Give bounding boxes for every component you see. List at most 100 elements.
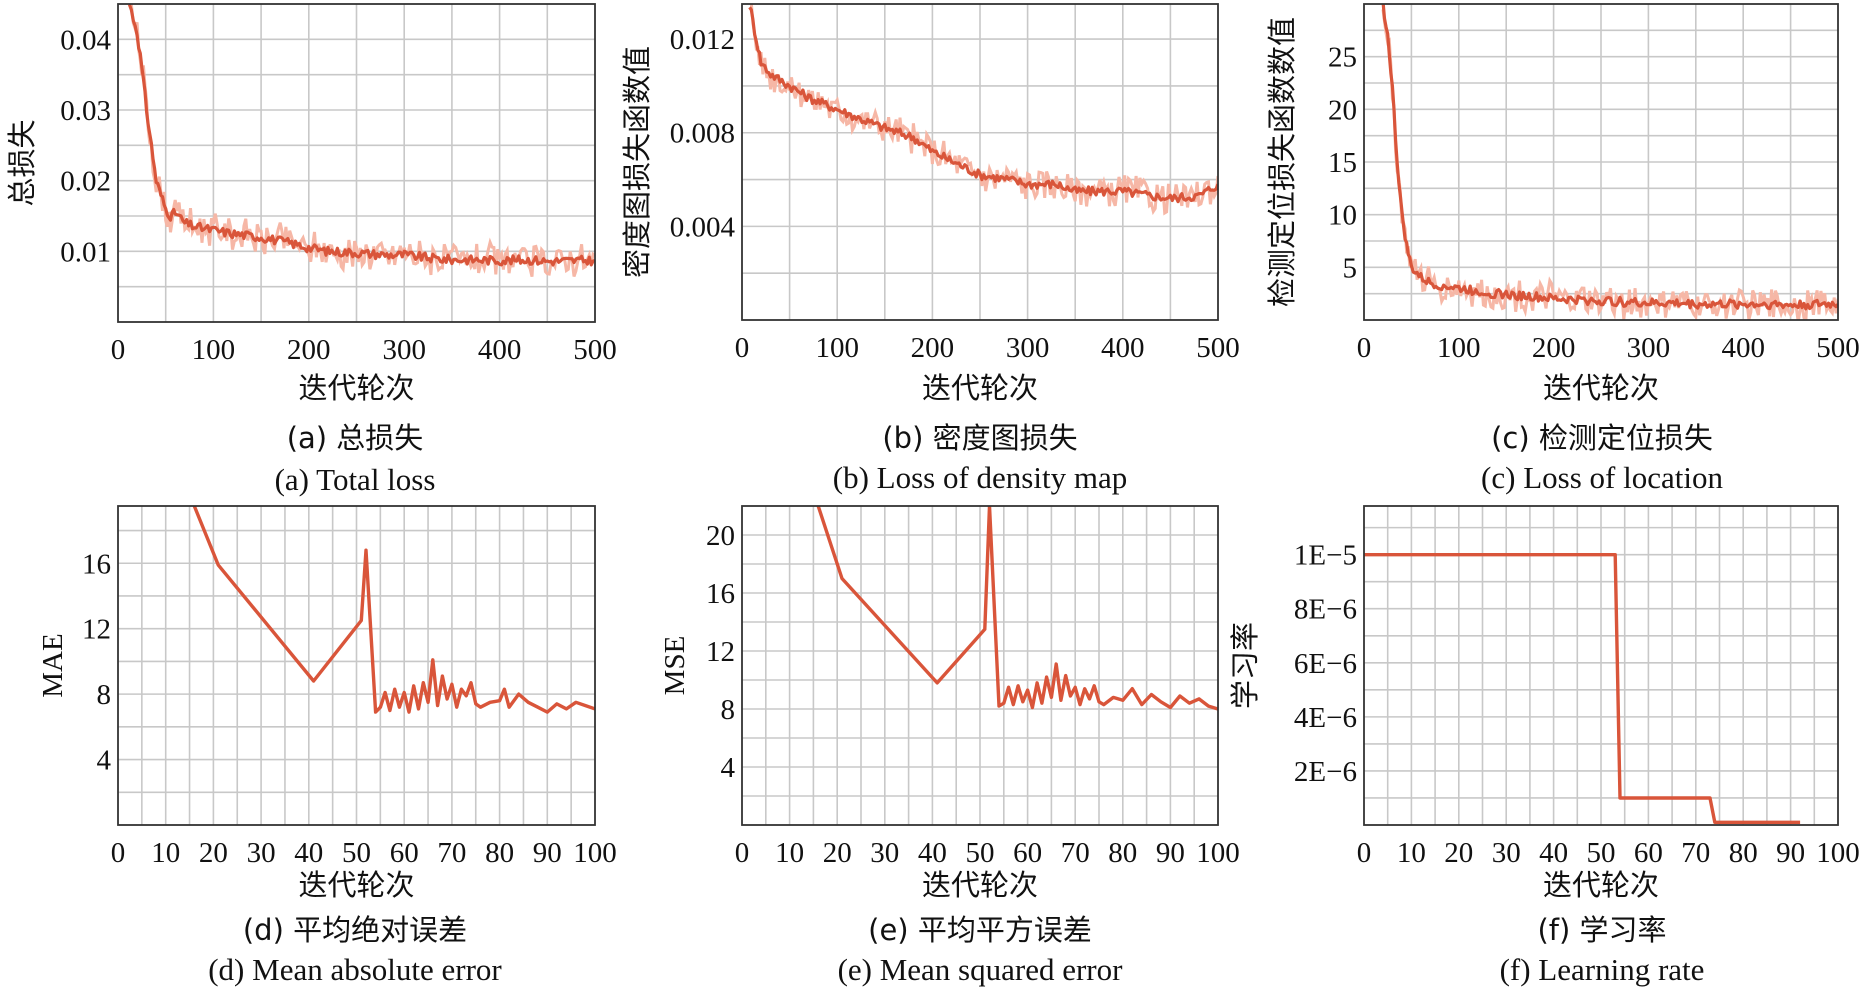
x-tick-label: 0 bbox=[111, 837, 126, 869]
y-tick-label: 4E−6 bbox=[1294, 702, 1357, 734]
y-tick-label: 4 bbox=[721, 752, 736, 784]
caption-en: (d) Mean absolute error bbox=[208, 952, 502, 987]
x-tick-label: 20 bbox=[823, 837, 852, 869]
y-tick-label: 0.012 bbox=[670, 24, 735, 56]
y-axis-title: 总损失 bbox=[5, 119, 39, 206]
x-axis-title: 迭代轮次 bbox=[298, 868, 414, 902]
y-tick-label: 5 bbox=[1343, 252, 1358, 284]
x-tick-label: 100 bbox=[573, 837, 617, 869]
x-tick-label: 10 bbox=[1397, 837, 1426, 869]
y-tick-label: 12 bbox=[82, 614, 111, 646]
y-tick-label: 0.04 bbox=[60, 24, 111, 56]
x-tick-label: 400 bbox=[1101, 332, 1145, 364]
x-tick-label: 100 bbox=[815, 332, 859, 364]
y-axis-title: 密度图损失函数值 bbox=[620, 46, 654, 278]
x-tick-label: 500 bbox=[1196, 332, 1240, 364]
grid-c bbox=[1364, 4, 1838, 320]
y-tick-label: 0.008 bbox=[670, 118, 735, 150]
x-tick-label: 0 bbox=[1357, 837, 1372, 869]
x-tick-label: 80 bbox=[1729, 837, 1758, 869]
x-axis-title: 迭代轮次 bbox=[922, 868, 1038, 902]
y-tick-label: 0.03 bbox=[60, 95, 111, 127]
plot-frame-a bbox=[117, 3, 596, 323]
plot-frame-b bbox=[741, 3, 1219, 321]
x-tick-label: 20 bbox=[199, 837, 228, 869]
x-tick-label: 70 bbox=[1061, 837, 1090, 869]
chart-a: 0 100 200 300 400 500 0.01 0.02 0.03 0.04 迭代轮次 总损失 (… bbox=[5, 3, 617, 497]
plot-frame-e bbox=[741, 505, 1219, 826]
x-tick-label: 400 bbox=[1721, 332, 1765, 364]
x-tick-label: 80 bbox=[1108, 837, 1137, 869]
caption-cn: (f) 学习率 bbox=[1537, 913, 1666, 947]
chart-e: 0 10 20 30 40 50 60 70 80 90 100 4 8 12 16 20 迭代轮次 MSE (e)… bbox=[659, 505, 1240, 987]
y-tick-label: 12 bbox=[706, 636, 735, 668]
series-line-b bbox=[748, 6, 1218, 204]
series-band-a bbox=[129, 4, 595, 277]
x-tick-label: 200 bbox=[911, 332, 955, 364]
caption-en: (f) Learning rate bbox=[1500, 952, 1705, 987]
y-tick-label: 0.01 bbox=[60, 236, 111, 268]
y-tick-label: 15 bbox=[1328, 147, 1357, 179]
series-band-b bbox=[749, 4, 1218, 216]
x-tick-label: 90 bbox=[1776, 837, 1805, 869]
x-axis-title: 迭代轮次 bbox=[298, 371, 414, 405]
x-tick-label: 500 bbox=[573, 334, 617, 366]
grid-b bbox=[742, 4, 1218, 320]
caption-en: (e) Mean squared error bbox=[838, 952, 1124, 987]
y-tick-label: 20 bbox=[1328, 94, 1357, 126]
plot-frame-c bbox=[1363, 3, 1839, 321]
grid-f bbox=[1364, 506, 1838, 825]
series-line-d bbox=[192, 506, 595, 714]
x-tick-label: 0 bbox=[735, 332, 750, 364]
y-tick-label: 25 bbox=[1328, 42, 1357, 74]
caption-cn: (d) 平均绝对误差 bbox=[243, 913, 467, 947]
x-tick-label: 80 bbox=[485, 837, 514, 869]
x-tick-label: 50 bbox=[342, 837, 371, 869]
x-tick-label: 300 bbox=[1627, 332, 1671, 364]
caption-cn: (a) 总损失 bbox=[287, 421, 424, 455]
caption-cn: (b) 密度图损失 bbox=[882, 421, 1077, 455]
x-tick-label: 100 bbox=[1816, 837, 1860, 869]
x-tick-label: 10 bbox=[775, 837, 804, 869]
y-axis-title: MAE bbox=[37, 633, 69, 697]
x-tick-label: 30 bbox=[247, 837, 276, 869]
x-axis-title: 迭代轮次 bbox=[1543, 371, 1659, 405]
plot-frame-f bbox=[1363, 505, 1839, 826]
caption-en: (b) Loss of density map bbox=[833, 460, 1127, 495]
y-tick-label: 2E−6 bbox=[1294, 756, 1357, 788]
series-line-e bbox=[816, 506, 1218, 711]
x-tick-label: 0 bbox=[111, 334, 126, 366]
chart-d: 0 10 20 30 40 50 60 70 80 90 100 4 8 12 16 迭代轮次 MAE (d) 平… bbox=[37, 505, 617, 987]
chart-f: 0 10 20 30 40 50 60 70 80 90 100 2E−6 4E−6 6E−6 8E−6 1E… bbox=[1228, 505, 1860, 987]
y-tick-label: 8 bbox=[97, 679, 112, 711]
x-tick-label: 30 bbox=[1492, 837, 1521, 869]
x-tick-label: 70 bbox=[1681, 837, 1710, 869]
grid-e bbox=[742, 506, 1218, 825]
y-tick-label: 6E−6 bbox=[1294, 648, 1357, 680]
x-tick-label: 60 bbox=[1634, 837, 1663, 869]
x-tick-label: 40 bbox=[1539, 837, 1568, 869]
caption-cn: (c) 检测定位损失 bbox=[1491, 421, 1713, 455]
x-tick-label: 60 bbox=[390, 837, 419, 869]
y-axis-title: MSE bbox=[659, 636, 691, 696]
caption-cn: (e) 平均平方误差 bbox=[868, 913, 1092, 947]
y-tick-label: 20 bbox=[706, 520, 735, 552]
y-axis-title: 检测定位损失函数数值 bbox=[1265, 17, 1299, 307]
series-line-a bbox=[127, 4, 595, 267]
x-tick-label: 100 bbox=[1196, 837, 1240, 869]
x-tick-label: 100 bbox=[1437, 332, 1481, 364]
x-tick-label: 500 bbox=[1816, 332, 1860, 364]
x-tick-label: 90 bbox=[1156, 837, 1185, 869]
y-tick-label: 1E−5 bbox=[1294, 540, 1357, 572]
x-tick-label: 200 bbox=[287, 334, 331, 366]
x-axis-title: 迭代轮次 bbox=[1543, 868, 1659, 902]
y-tick-label: 4 bbox=[97, 745, 112, 777]
y-tick-label: 8 bbox=[721, 694, 736, 726]
chart-b: 0 100 200 300 400 500 0.004 0.008 0.012 迭代轮次 密度图损失… bbox=[620, 3, 1240, 495]
x-tick-label: 100 bbox=[192, 334, 236, 366]
y-tick-label: 0.02 bbox=[60, 166, 111, 198]
y-tick-label: 0.004 bbox=[670, 211, 736, 243]
y-tick-label: 8E−6 bbox=[1294, 594, 1357, 626]
y-axis-title: 学习率 bbox=[1228, 622, 1262, 709]
x-tick-label: 70 bbox=[437, 837, 466, 869]
